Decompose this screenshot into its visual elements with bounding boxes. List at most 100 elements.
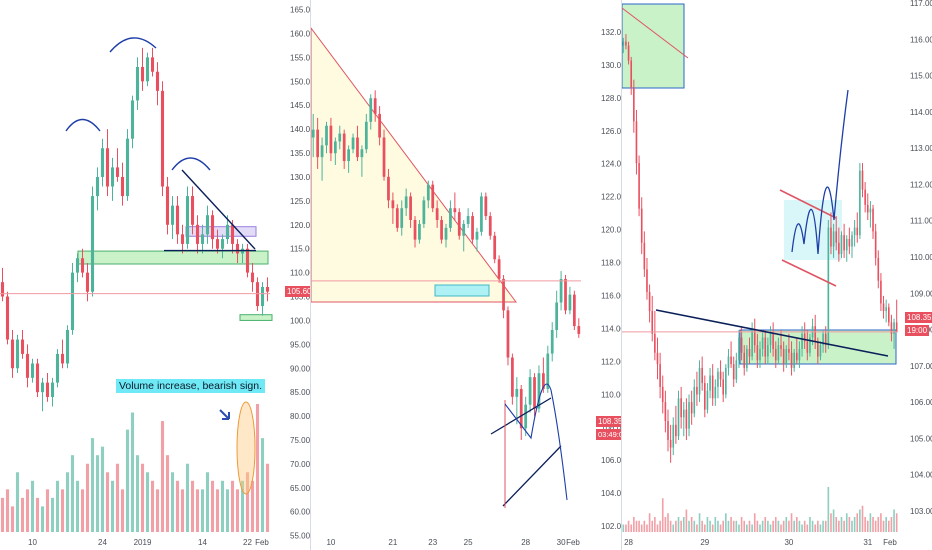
head-arc — [109, 37, 157, 53]
candle-body — [170, 205, 175, 225]
volume-bar — [767, 520, 769, 532]
candle-body — [338, 133, 342, 142]
volume-bar — [809, 517, 811, 532]
y-tick-label: 70.00 — [290, 460, 310, 469]
volume-bar — [806, 524, 809, 532]
candle-body — [785, 348, 788, 365]
y-tick-label: 114.00 — [910, 108, 932, 117]
x-tick-label: 30 — [557, 538, 566, 547]
candle-body — [872, 208, 874, 232]
volume-bar — [872, 517, 874, 532]
flag-curve — [791, 89, 849, 255]
candle-body — [440, 220, 443, 240]
x-tick-label: 31 — [863, 538, 872, 547]
volume-bar — [625, 524, 627, 532]
candle-body — [493, 235, 497, 260]
y-tick-label: 65.00 — [290, 484, 310, 493]
y-tick-label: 110.00 — [290, 269, 310, 278]
candle-body — [449, 208, 452, 228]
y-tick-label: 116.00 — [910, 35, 932, 44]
y-tick-label: 115.00 — [290, 245, 310, 254]
candle-body — [5, 296, 10, 340]
candle-body — [659, 364, 661, 387]
candle-body — [703, 383, 706, 410]
volume-bar — [180, 489, 185, 532]
volume-bar — [659, 520, 661, 532]
volume-bar — [80, 489, 85, 532]
candle-body — [502, 278, 505, 311]
volume-bar — [840, 517, 843, 532]
candle-body — [497, 259, 501, 279]
y-tick-label: 125.00 — [290, 197, 310, 206]
y-tick-label: 117.00 — [910, 0, 932, 8]
candle-body — [572, 294, 576, 327]
chart-panel-right[interactable]: 28 29 30 31 Feb 117.00 116.00 115.00 114.00 113.0… — [622, 0, 932, 550]
volume-bar — [688, 520, 690, 532]
candle-body — [546, 353, 550, 389]
candle-body — [759, 348, 761, 361]
candle-body — [761, 337, 764, 349]
y-tick-label: 145.00 — [290, 101, 310, 110]
candle-body — [524, 404, 528, 429]
candle-body — [856, 227, 859, 236]
candle-body — [195, 224, 200, 244]
volume-bar — [761, 520, 764, 532]
volume-bar — [100, 446, 105, 532]
volume-bar — [701, 520, 703, 532]
volume-bar — [45, 489, 50, 532]
x-tick-label: 23 — [428, 538, 437, 547]
candle-body — [0, 282, 5, 297]
candle-body — [814, 326, 817, 342]
breakdown-zone — [434, 284, 490, 297]
volume-bar — [15, 472, 20, 532]
volume-bar — [215, 489, 220, 532]
volume-bar — [75, 480, 80, 532]
candle-body — [559, 278, 563, 303]
volume-bar — [646, 524, 648, 532]
candle-body — [564, 278, 567, 311]
candle-body — [235, 243, 240, 254]
volume-bar — [848, 517, 851, 532]
volume-bar — [255, 404, 260, 532]
volume-bar — [790, 513, 793, 532]
left-shoulder-arc — [65, 118, 101, 132]
volume-bar — [105, 472, 110, 532]
candle-body — [648, 292, 651, 312]
volume-bar — [719, 524, 722, 532]
volume-bar — [675, 520, 677, 532]
volume-bar — [856, 513, 859, 532]
candle-body — [822, 333, 824, 346]
y-tick-label: 115.00 — [910, 72, 932, 81]
y-tick-label: 80.00 — [290, 412, 310, 421]
candle-body — [70, 272, 75, 330]
flag-upper-line — [779, 189, 837, 219]
candle-body — [245, 248, 250, 273]
flag-lower-line — [781, 259, 837, 287]
volume-bar — [185, 463, 190, 532]
volume-bar — [125, 429, 130, 532]
y-tick-label: 132.00 — [601, 28, 621, 37]
x-tick-label: 22 — [243, 538, 252, 547]
panel-divider-1 — [310, 0, 311, 550]
volume-bar — [838, 520, 840, 532]
candle-body — [667, 421, 669, 440]
y-tick-label: 120.00 — [601, 226, 621, 235]
candle-body — [519, 388, 523, 429]
y-tick-label: 85.00 — [290, 388, 310, 397]
candle-body — [100, 148, 105, 177]
volume-bar — [785, 517, 788, 532]
candle-body — [690, 402, 693, 414]
candle-body — [654, 333, 656, 353]
candle-body — [859, 170, 861, 236]
candle-body — [638, 163, 640, 209]
candle-body — [680, 398, 682, 418]
volume-bar — [859, 509, 861, 532]
y-tick-label: 108.00 — [601, 423, 621, 432]
volume-bar — [667, 513, 669, 532]
volume-bar — [864, 517, 866, 532]
candle-body — [769, 333, 772, 346]
volume-bar — [140, 463, 145, 532]
